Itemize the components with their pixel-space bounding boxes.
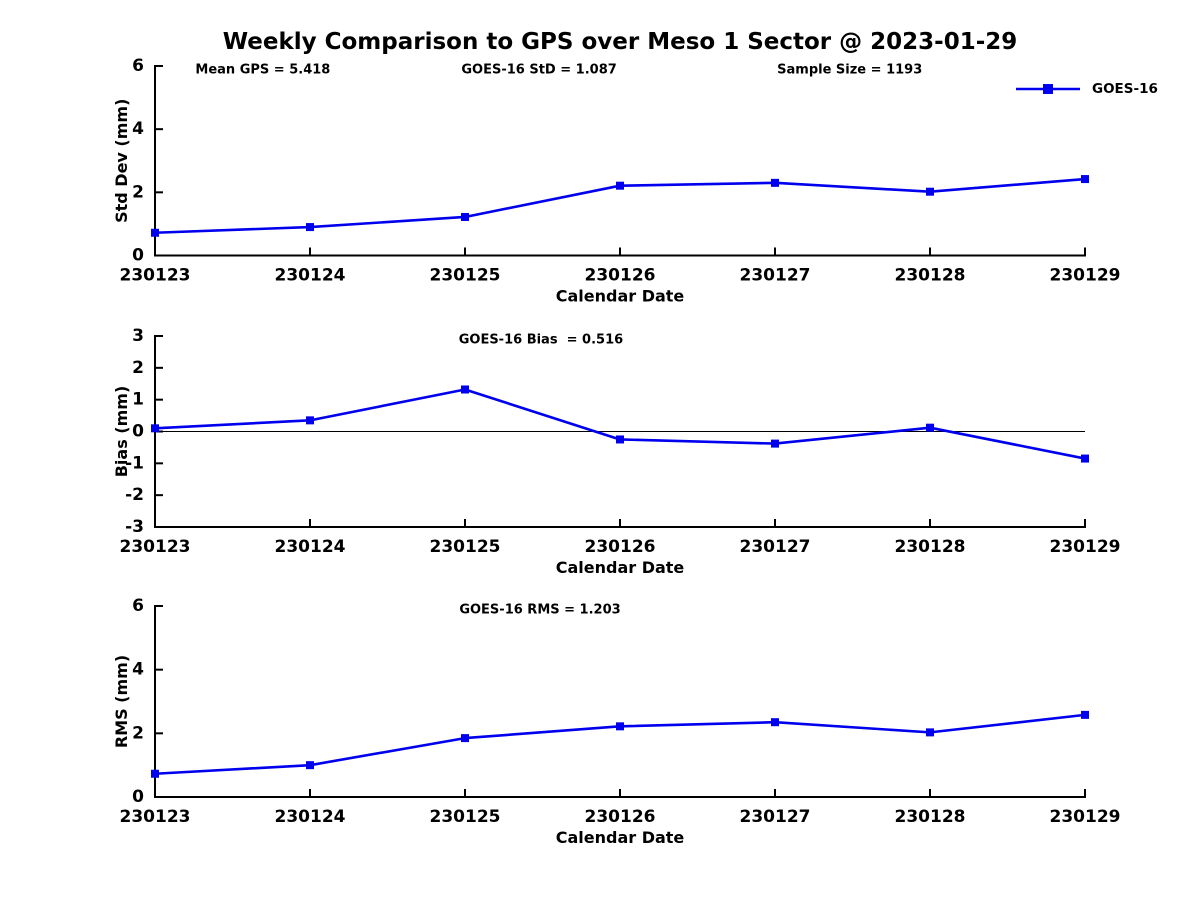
legend: GOES-16 bbox=[1014, 81, 1158, 97]
x-tick-label: 230129 bbox=[1050, 266, 1121, 286]
y-axis-label: RMS (mm) bbox=[112, 655, 131, 748]
y-axis-label: Std Dev (mm) bbox=[112, 99, 131, 223]
square-marker-icon bbox=[616, 181, 624, 190]
x-tick-label: 230124 bbox=[275, 807, 346, 827]
y-tick-label: 4 bbox=[132, 660, 144, 680]
y-tick-label: 0 bbox=[132, 787, 144, 807]
square-marker-icon bbox=[771, 718, 779, 727]
square-marker-icon bbox=[461, 212, 469, 221]
square-marker-icon bbox=[306, 223, 314, 232]
y-tick-label: -3 bbox=[125, 517, 144, 537]
x-tick-label: 230123 bbox=[120, 537, 191, 557]
x-tick-label: 230129 bbox=[1050, 807, 1121, 827]
axes: 0 2 4 6 230123 230124 230125 230126 230127 230128… bbox=[120, 56, 1121, 286]
square-marker-icon bbox=[926, 728, 934, 737]
y-tick-label: 4 bbox=[132, 119, 144, 139]
square-marker-icon bbox=[926, 423, 934, 432]
x-tick-label: 230126 bbox=[585, 537, 656, 557]
y-tick-label: 2 bbox=[132, 723, 144, 743]
square-marker-icon bbox=[771, 439, 779, 448]
annotation: GOES-16 StD = 1.087 bbox=[461, 63, 616, 78]
square-marker-icon bbox=[306, 416, 314, 425]
y-tick-label: 2 bbox=[132, 182, 144, 202]
legend-square-marker-icon bbox=[1043, 84, 1053, 94]
y-tick-label: -1 bbox=[125, 453, 144, 473]
y-tick-label: 0 bbox=[132, 246, 144, 266]
y-tick-label: 6 bbox=[132, 56, 144, 76]
x-axis-label: Calendar Date bbox=[556, 558, 685, 577]
square-marker-icon bbox=[151, 228, 159, 237]
square-marker-icon bbox=[461, 385, 469, 394]
series-line bbox=[154, 388, 1086, 460]
square-marker-icon bbox=[926, 187, 934, 196]
square-marker-icon bbox=[616, 722, 624, 731]
x-tick-label: 230126 bbox=[585, 807, 656, 827]
x-tick-label: 230126 bbox=[585, 266, 656, 286]
x-tick-label: 230127 bbox=[740, 807, 811, 827]
series-goes-16 bbox=[151, 385, 1089, 463]
square-marker-icon bbox=[1081, 454, 1089, 463]
y-tick-label: 3 bbox=[132, 326, 144, 346]
y-tick-label: -2 bbox=[125, 485, 144, 505]
x-tick-label: 230125 bbox=[430, 266, 501, 286]
std-dev-chart: 0 2 4 6 230123 230124 230125 230126 230127 230128… bbox=[112, 56, 1120, 306]
square-marker-icon bbox=[151, 424, 159, 433]
annotation: GOES-16 RMS = 1.203 bbox=[459, 603, 620, 618]
y-tick-label: 0 bbox=[132, 422, 144, 442]
annotation: Mean GPS = 5.418 bbox=[195, 63, 330, 78]
x-axis-label: Calendar Date bbox=[556, 828, 685, 847]
x-axis-label: Calendar Date bbox=[556, 287, 685, 306]
square-marker-icon bbox=[771, 178, 779, 187]
x-tick-label: 230124 bbox=[275, 266, 346, 286]
y-tick-label: 1 bbox=[132, 390, 144, 410]
square-marker-icon bbox=[151, 769, 159, 778]
x-tick-label: 230123 bbox=[120, 807, 191, 827]
x-tick-label: 230124 bbox=[275, 537, 346, 557]
rms-chart: 0 2 4 6 230123 230124 230125 230126 230127 230128… bbox=[112, 596, 1120, 847]
y-tick-label: 2 bbox=[132, 358, 144, 378]
series-goes-16 bbox=[151, 710, 1089, 778]
x-tick-label: 230127 bbox=[740, 266, 811, 286]
annotation: Sample Size = 1193 bbox=[777, 63, 922, 78]
square-marker-icon bbox=[306, 761, 314, 770]
x-tick-label: 230127 bbox=[740, 537, 811, 557]
x-tick-label: 230128 bbox=[895, 537, 966, 557]
x-tick-label: 230128 bbox=[895, 266, 966, 286]
series-goes-16 bbox=[151, 175, 1089, 237]
square-marker-icon bbox=[1081, 710, 1089, 719]
legend-line-sample bbox=[1016, 84, 1080, 94]
square-marker-icon bbox=[461, 734, 469, 743]
square-marker-icon bbox=[616, 435, 624, 444]
bias-chart: -3 -2 -1 0 1 2 3 230123 230124 230125 230126 230127… bbox=[112, 326, 1120, 577]
x-tick-label: 230128 bbox=[895, 807, 966, 827]
x-tick-label: 230125 bbox=[430, 537, 501, 557]
annotation: GOES-16 Bias = 0.516 bbox=[459, 333, 623, 348]
square-marker-icon bbox=[1081, 175, 1089, 184]
chart-title: Weekly Comparison to GPS over Meso 1 Sec… bbox=[222, 29, 1018, 55]
y-tick-label: 6 bbox=[132, 596, 144, 616]
legend-label: GOES-16 bbox=[1092, 81, 1158, 97]
y-axis-label: Bias (mm) bbox=[112, 386, 131, 478]
axes: 0 2 4 6 230123 230124 230125 230126 230127 230128… bbox=[120, 596, 1121, 827]
x-tick-label: 230125 bbox=[430, 807, 501, 827]
x-tick-label: 230129 bbox=[1050, 537, 1121, 557]
axes: -3 -2 -1 0 1 2 3 230123 230124 230125 230126 230127… bbox=[120, 326, 1121, 557]
x-tick-label: 230123 bbox=[120, 266, 191, 286]
